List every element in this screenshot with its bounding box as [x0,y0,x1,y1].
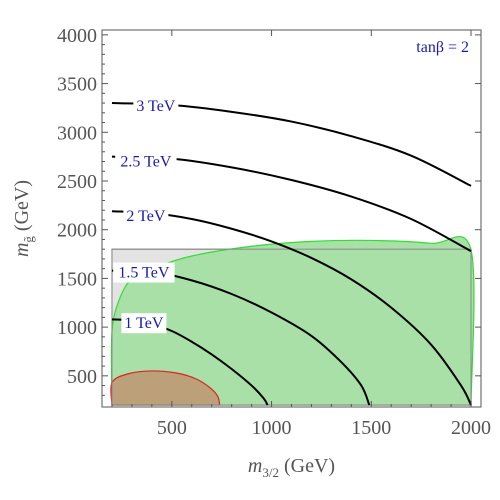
y-tick-label: 2000 [57,220,97,242]
x-axis-title: m3/2 (GeV) [248,455,335,480]
contour-label-bg [121,313,167,334]
x-tick-label: 500 [157,417,187,439]
contour-line-2-TeV [111,210,472,406]
contour-label-bg [113,262,175,283]
y-tick-label: 2500 [57,171,97,193]
contour-labels: 1 TeV 1.5 TeV 2 TeV 2.5 TeV 3 TeV [113,95,179,334]
contour-label: 2.5 TeV [120,154,171,171]
contour-label-bg [115,151,177,172]
y-tick-label: 3000 [57,122,97,144]
contour-label-bg [133,95,179,116]
x-tick-label: 1000 [252,417,292,439]
y-axis-ticks: 500 1000 1500 2000 2500 3000 3500 4000 [57,25,481,396]
contour-label: 1.5 TeV [118,265,169,282]
contour-label: 1 TeV [124,315,163,332]
y-tick-label: 1000 [57,317,97,339]
y-axis-title: mg̃ (GeV) [11,180,36,257]
brown-excluded-region [110,370,221,406]
tan-beta-annotation: tanβ = 2 [416,39,469,56]
x-tick-label: 2000 [451,417,491,439]
contour-label: 2 TeV [126,208,165,225]
y-tick-label: 500 [67,366,97,388]
y-tick-label: 4000 [57,25,97,47]
y-tick-label: 3500 [57,74,97,96]
contour-label: 3 TeV [136,98,175,115]
contour-label-bg [123,206,169,227]
x-axis-ticks: 500 1000 1500 2000 [111,30,491,439]
y-tick-label: 1500 [57,268,97,290]
excluded-regions [110,236,475,406]
green-allowed-region [110,236,475,406]
x-tick-label: 1500 [351,417,391,439]
